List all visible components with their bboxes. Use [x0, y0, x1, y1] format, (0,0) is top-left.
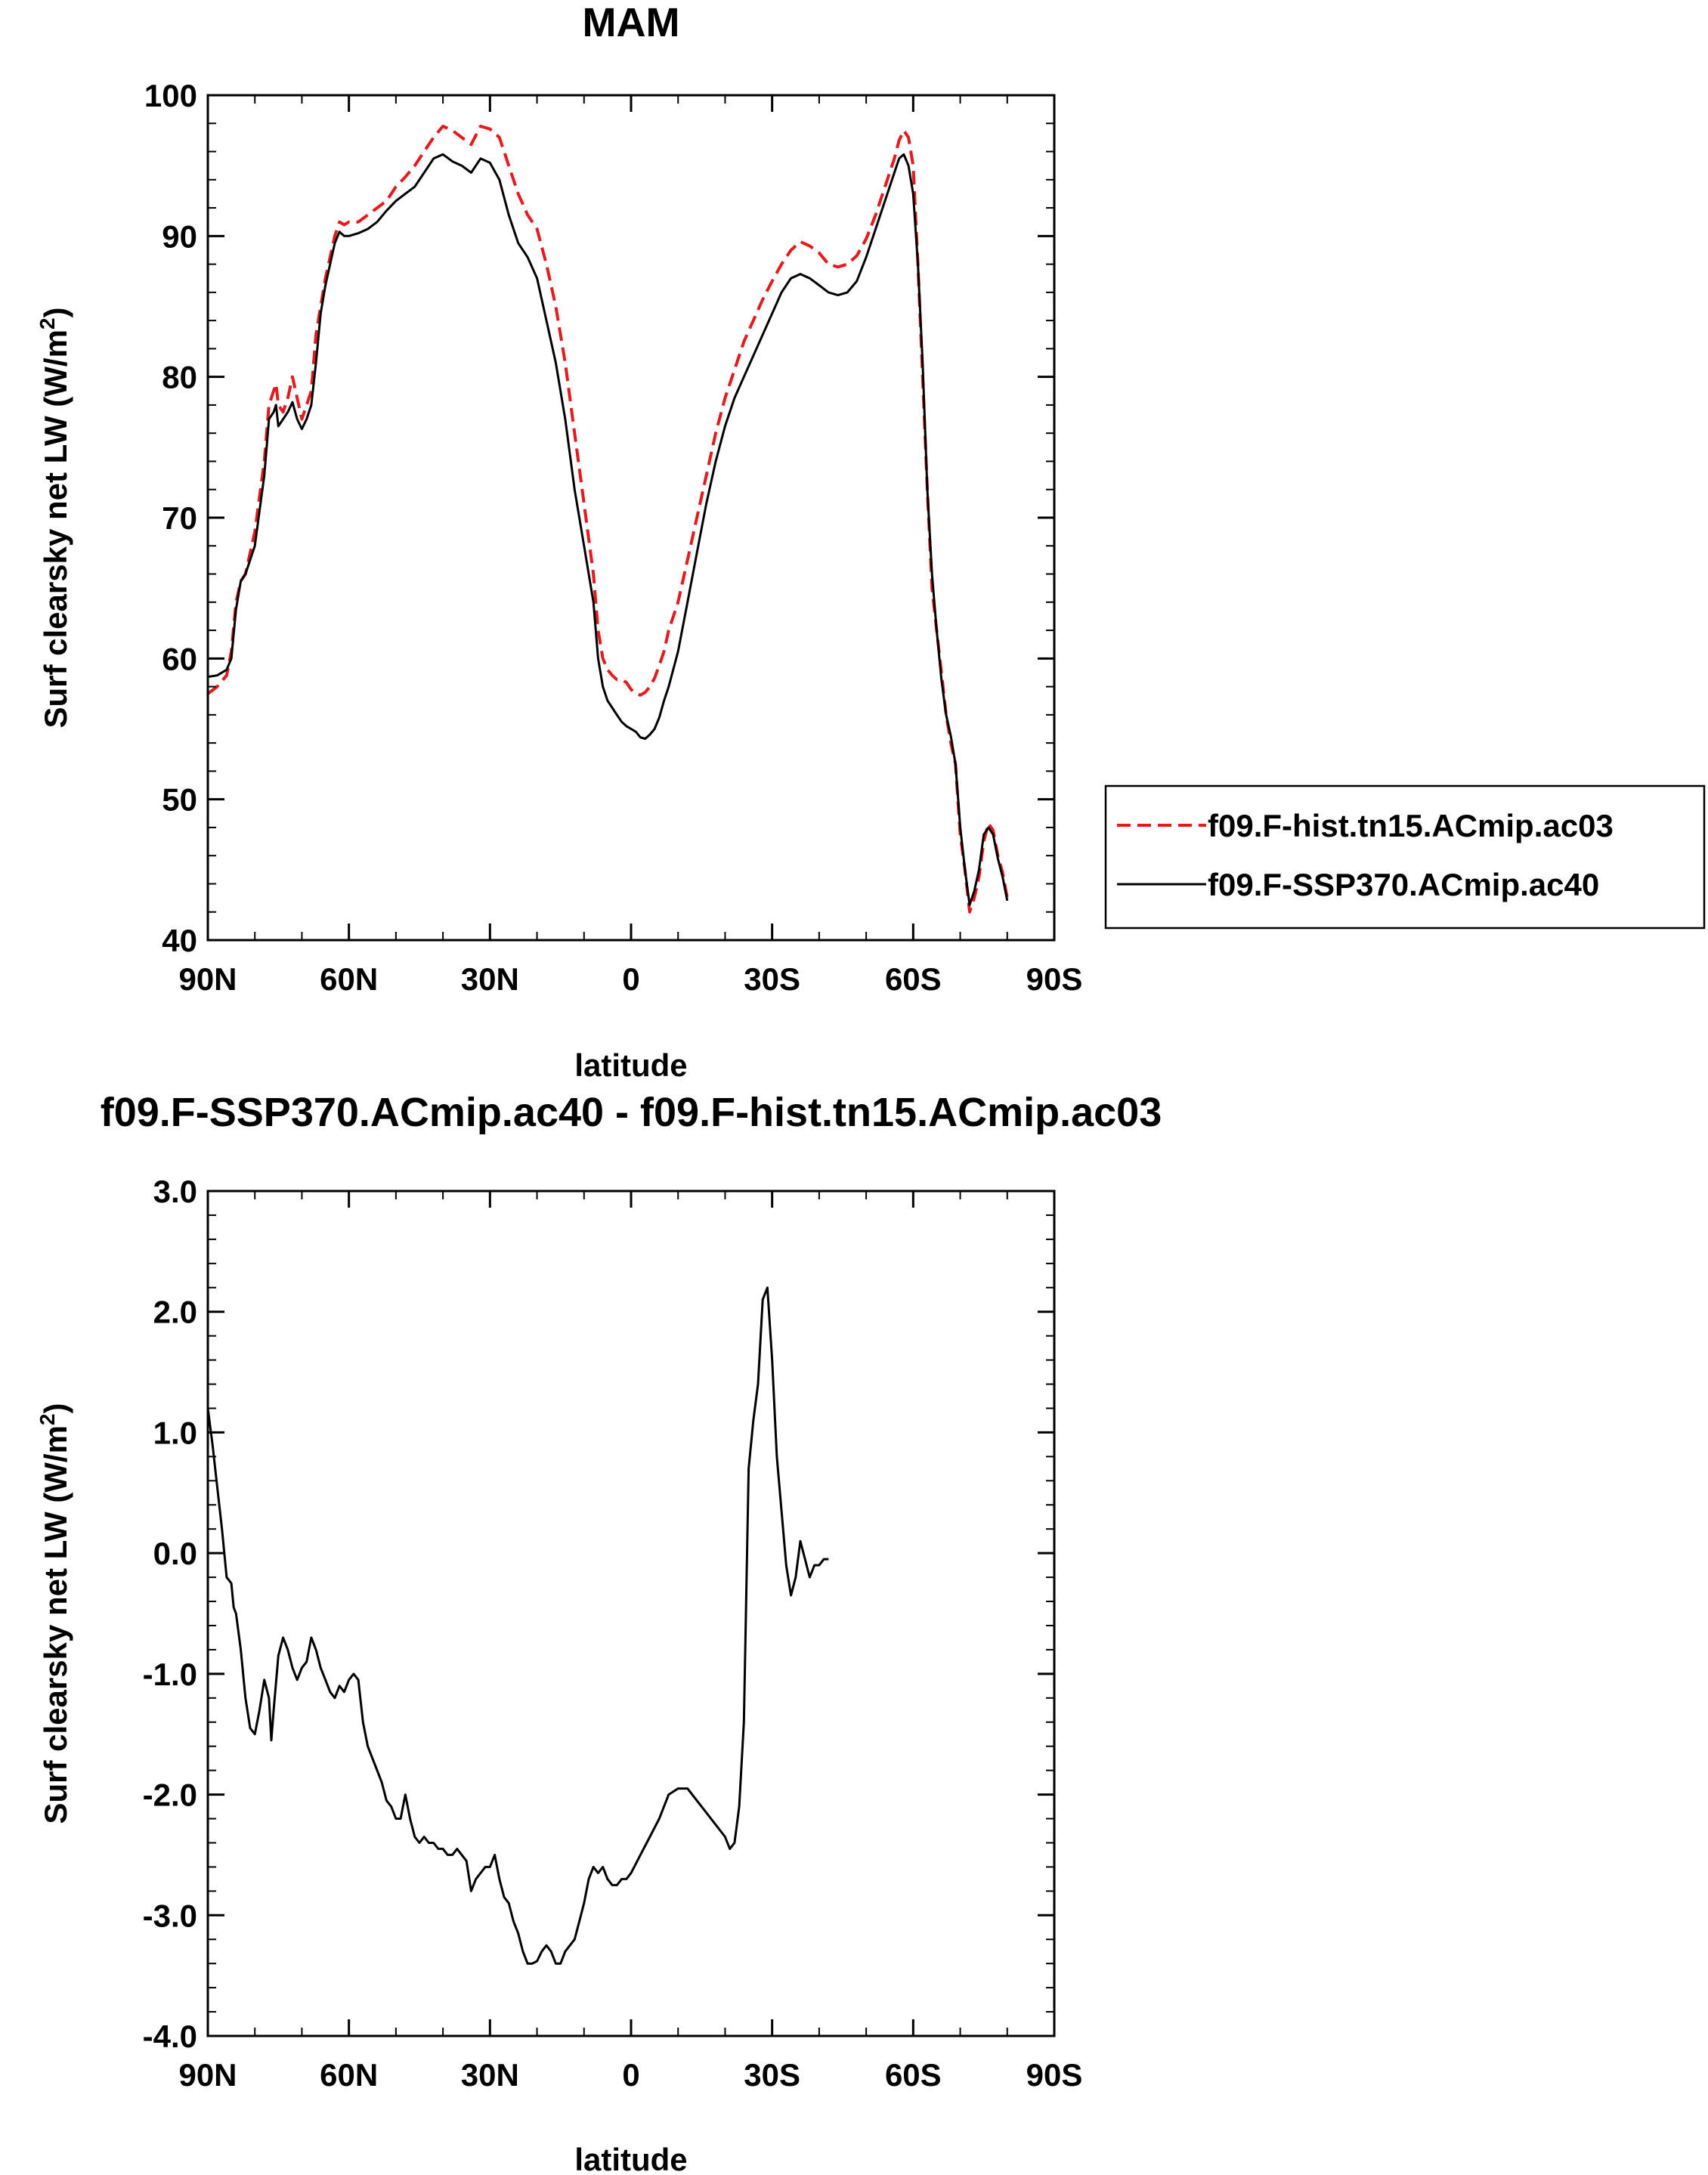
y-tick-label: -4.0	[143, 2019, 197, 2054]
bottom-panel: f09.F-SSP370.ACmip.ac40 - f09.F-hist.tn1…	[36, 1090, 1162, 2175]
y-tick-label: 100	[144, 78, 197, 113]
legend-label-hist: f09.F-hist.tn15.ACmip.ac03	[1208, 808, 1614, 843]
bottom-x-axis: 90N 60N 30N 0 30S 60S 90S	[178, 1191, 1082, 2093]
top-x-axis-label: latitude	[574, 1047, 687, 1083]
bottom-y-axis-label: Surf clearsky net LW (W/m2)	[36, 1403, 73, 1824]
y-tick-label: 90	[162, 218, 197, 254]
x-tick-label: 90S	[1026, 2057, 1083, 2093]
top-plot-lines	[206, 125, 1009, 914]
x-tick-label: 60S	[885, 961, 942, 997]
x-tick-label: 30S	[744, 961, 800, 997]
bottom-plot-frame	[206, 1190, 1056, 2037]
x-tick-label: 60N	[320, 2057, 378, 2093]
x-tick-label: 90N	[178, 961, 237, 997]
y-tick-label: -1.0	[143, 1657, 197, 1692]
y-tick-label: 40	[162, 923, 197, 958]
x-tick-label: 90N	[178, 2057, 237, 2093]
bottom-plot-lines	[206, 1286, 829, 1965]
top-y-axis-label: Surf clearsky net LW (W/m2)	[36, 307, 73, 728]
x-tick-label: 0	[622, 961, 639, 997]
x-tick-label: 30N	[461, 2057, 519, 2093]
y-tick-label: 80	[162, 360, 197, 395]
top-x-axis: 90N 60N 30N 0 30S 60S 90S	[178, 95, 1082, 997]
legend-label-ssp370: f09.F-SSP370.ACmip.ac40	[1208, 867, 1599, 902]
series-line-difference	[206, 1286, 829, 1965]
x-tick-label: 90S	[1026, 961, 1083, 997]
top-y-axis: 40 50 60 70 80 90 100	[144, 78, 1054, 958]
series-line-ssp370	[207, 153, 1009, 906]
legend: f09.F-hist.tn15.ACmip.ac03 f09.F-SSP370.…	[1104, 784, 1706, 930]
x-tick-label: 60N	[320, 961, 378, 997]
x-tick-label: 0	[622, 2057, 639, 2093]
x-tick-label: 30S	[744, 2057, 800, 2093]
y-tick-label: 70	[162, 500, 197, 536]
y-tick-label: -3.0	[143, 1898, 197, 1933]
series-line-hist	[206, 125, 1009, 914]
x-tick-label: 30N	[461, 961, 519, 997]
y-tick-label: 2.0	[153, 1295, 197, 1330]
y-tick-label: -2.0	[143, 1777, 197, 1813]
bottom-y-axis: -4.0 -3.0 -2.0 -1.0 0.0 1.0 2.0 3.0	[143, 1174, 1054, 2054]
y-tick-label: 1.0	[153, 1415, 197, 1450]
y-tick-label: 3.0	[153, 1174, 197, 1209]
x-tick-label: 60S	[885, 2057, 942, 2093]
y-tick-label: 60	[162, 641, 197, 676]
y-tick-label: 0.0	[153, 1536, 197, 1571]
bottom-chart-title: f09.F-SSP370.ACmip.ac40 - f09.F-hist.tn1…	[101, 1090, 1162, 1135]
bottom-x-axis-label: latitude	[574, 2142, 687, 2175]
y-tick-label: 50	[162, 782, 197, 818]
legend-box	[1104, 784, 1706, 930]
top-chart-title: MAM	[583, 0, 680, 45]
